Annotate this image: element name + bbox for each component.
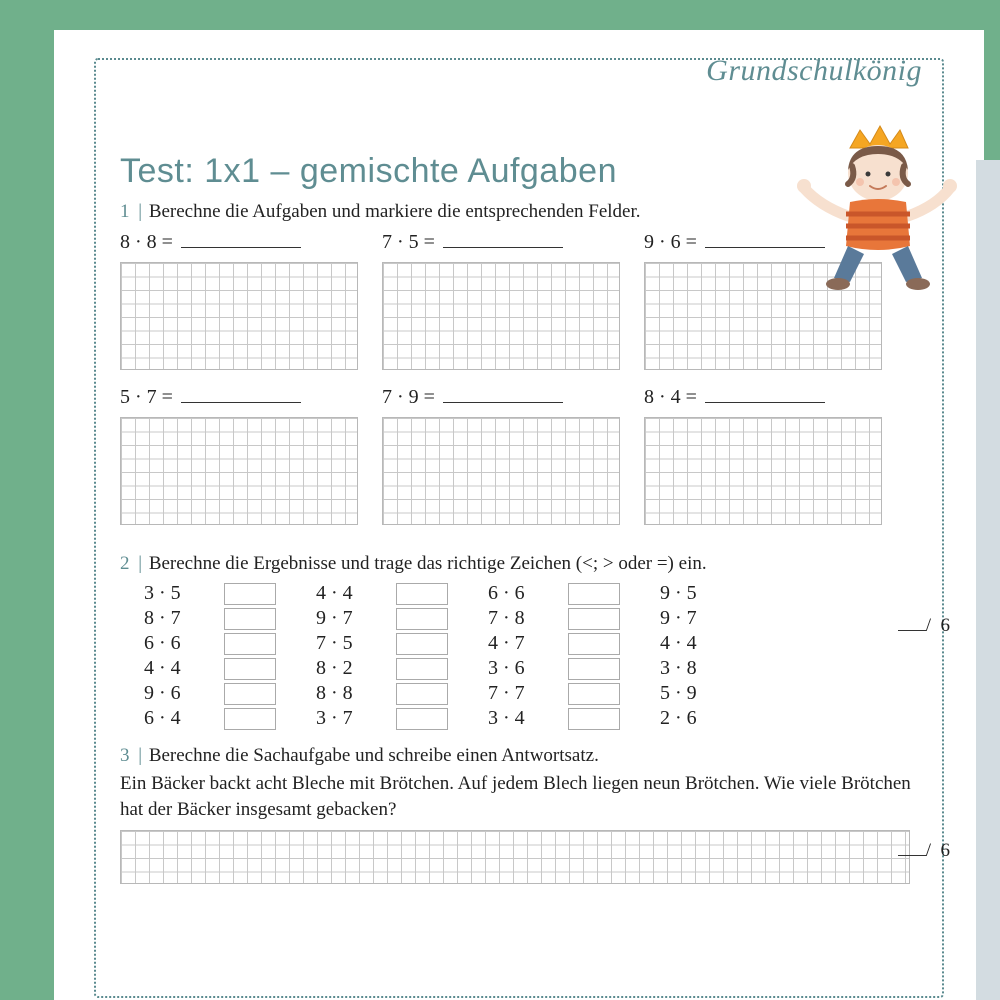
compare-expr: 4 · 4 xyxy=(660,632,722,655)
score-max: 6 xyxy=(941,615,951,636)
compare-box[interactable] xyxy=(568,583,620,605)
score-slash: / xyxy=(926,840,931,861)
compare-box[interactable] xyxy=(224,583,276,605)
compare-expr: 8 · 2 xyxy=(316,657,378,680)
compare-expr: 9 · 7 xyxy=(316,607,378,630)
score-slash: / xyxy=(926,615,931,636)
compare-expr: 4 · 7 xyxy=(488,632,550,655)
brand-logo-text: Grundschulkönig xyxy=(706,54,922,88)
compare-box[interactable] xyxy=(224,683,276,705)
compare-box[interactable] xyxy=(396,583,448,605)
compare-box[interactable] xyxy=(396,658,448,680)
score-blank[interactable] xyxy=(898,617,926,631)
compare-expr: 7 · 8 xyxy=(488,607,550,630)
right-sidebar-shadow xyxy=(976,160,1000,1000)
answer-grid-wide[interactable] xyxy=(120,830,910,884)
compare-expr: 6 · 6 xyxy=(488,582,550,605)
task3-number: 3 | xyxy=(120,745,144,766)
task1-score: / 6 xyxy=(898,615,950,637)
grid-box[interactable] xyxy=(120,417,358,525)
compare-box[interactable] xyxy=(568,658,620,680)
equation: 8 · 8 = xyxy=(120,231,382,254)
equation-text: 8 · 8 = xyxy=(120,231,173,254)
compare-box[interactable] xyxy=(224,608,276,630)
task3-instruction: Berechne die Sachaufgabe und schreibe ei… xyxy=(149,745,599,766)
compare-expr: 3 · 6 xyxy=(488,657,550,680)
answer-blank[interactable] xyxy=(181,232,301,248)
compare-expr: 9 · 6 xyxy=(144,682,206,705)
task2-heading: 2 | Berechne die Ergebnisse und trage da… xyxy=(120,553,918,575)
compare-box[interactable] xyxy=(568,608,620,630)
equation: 7 · 9 = xyxy=(382,386,644,409)
problem-cell: 5 · 7 = xyxy=(120,386,382,525)
problem-cell: 8 · 8 = xyxy=(120,231,382,370)
equation-text: 8 · 4 = xyxy=(644,386,697,409)
task3-heading: 3 | Berechne die Sachaufgabe und schreib… xyxy=(120,745,918,767)
compare-box[interactable] xyxy=(568,633,620,655)
answer-blank[interactable] xyxy=(443,387,563,403)
compare-box[interactable] xyxy=(396,633,448,655)
equation-text: 5 · 7 = xyxy=(120,386,173,409)
compare-column: 3 · 5 8 · 7 6 · 6 4 · 4 9 · 6 6 · 4 xyxy=(144,581,276,731)
score-blank[interactable] xyxy=(898,842,926,856)
compare-expr: 6 · 4 xyxy=(144,707,206,730)
compare-box[interactable] xyxy=(396,708,448,730)
compare-box[interactable] xyxy=(568,683,620,705)
task1-number: 1 | xyxy=(120,201,144,222)
compare-column: 4 · 4 9 · 7 7 · 5 8 · 2 8 · 8 3 · 7 xyxy=(316,581,448,731)
equation: 7 · 5 = xyxy=(382,231,644,254)
compare-box[interactable] xyxy=(224,633,276,655)
equation-text: 9 · 6 = xyxy=(644,231,697,254)
compare-expr: 9 · 5 xyxy=(660,582,722,605)
compare-expr: 9 · 7 xyxy=(660,607,722,630)
compare-expr: 4 · 4 xyxy=(316,582,378,605)
task1-row2: 5 · 7 = 7 · 9 = 8 · 4 = xyxy=(120,386,918,525)
compare-expr: 3 · 4 xyxy=(488,707,550,730)
equation-text: 7 · 5 = xyxy=(382,231,435,254)
compare-expr: 5 · 9 xyxy=(660,682,722,705)
grid-box[interactable] xyxy=(382,262,620,370)
answer-blank[interactable] xyxy=(705,387,825,403)
compare-box[interactable] xyxy=(396,608,448,630)
equation: 8 · 4 = xyxy=(644,386,906,409)
compare-box[interactable] xyxy=(396,683,448,705)
compare-expr: 7 · 7 xyxy=(488,682,550,705)
task2-instruction: Berechne die Ergebnisse und trage das ri… xyxy=(149,553,707,574)
problem-cell: 8 · 4 = xyxy=(644,386,906,525)
task3-text: Ein Bäcker backt acht Bleche mit Brötche… xyxy=(120,771,918,822)
compare-column: 9 · 5 9 · 7 4 · 4 3 · 8 5 · 9 2 · 6 xyxy=(660,581,722,731)
task1-instruction: Berechne die Aufgaben und markiere die e… xyxy=(149,201,641,222)
grid-box[interactable] xyxy=(382,417,620,525)
score-max: 6 xyxy=(941,840,951,861)
compare-expr: 7 · 5 xyxy=(316,632,378,655)
mascot-boy-icon xyxy=(790,118,960,298)
compare-expr: 3 · 8 xyxy=(660,657,722,680)
compare-box[interactable] xyxy=(224,708,276,730)
task2-number: 2 | xyxy=(120,553,144,574)
equation-text: 7 · 9 = xyxy=(382,386,435,409)
compare-box[interactable] xyxy=(224,658,276,680)
problem-cell: 7 · 5 = xyxy=(382,231,644,370)
compare-expr: 3 · 5 xyxy=(144,582,206,605)
task2-grid: 3 · 5 8 · 7 6 · 6 4 · 4 9 · 6 6 · 4 4 · … xyxy=(144,581,918,731)
compare-expr: 8 · 8 xyxy=(316,682,378,705)
problem-cell: 7 · 9 = xyxy=(382,386,644,525)
compare-expr: 6 · 6 xyxy=(144,632,206,655)
compare-expr: 3 · 7 xyxy=(316,707,378,730)
compare-expr: 2 · 6 xyxy=(660,707,722,730)
compare-box[interactable] xyxy=(568,708,620,730)
compare-expr: 4 · 4 xyxy=(144,657,206,680)
grid-box[interactable] xyxy=(120,262,358,370)
compare-column: 6 · 6 7 · 8 4 · 7 3 · 6 7 · 7 3 · 4 xyxy=(488,581,620,731)
equation: 5 · 7 = xyxy=(120,386,382,409)
answer-blank[interactable] xyxy=(181,387,301,403)
compare-expr: 8 · 7 xyxy=(144,607,206,630)
task2-score: / 6 xyxy=(898,840,950,862)
answer-blank[interactable] xyxy=(443,232,563,248)
content-frame: Grundschulkönig xyxy=(94,58,944,998)
worksheet-page: Grundschulkönig xyxy=(54,30,984,1000)
grid-box[interactable] xyxy=(644,417,882,525)
